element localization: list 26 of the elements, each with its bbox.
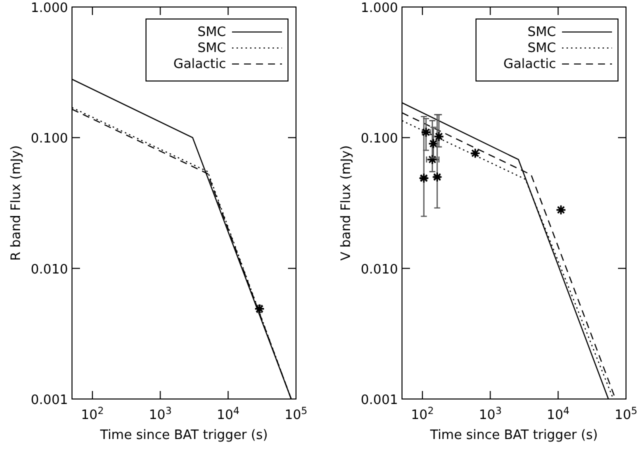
x-tick-label: 10$^{3}$: [478, 406, 502, 423]
x-tick-label: 10$^{4}$: [546, 406, 570, 423]
legend-label: SMC: [197, 41, 226, 56]
y-tick-label: 1.000: [30, 1, 68, 16]
y-tick-label: 0.100: [360, 132, 398, 147]
y-axis-title: V band Flux (mJy): [339, 145, 354, 261]
x-tick-label: 10$^{5}$: [284, 406, 308, 423]
legend-label: SMC: [197, 25, 226, 40]
y-tick-label: 1.000: [360, 1, 398, 16]
legend-label: SMC: [527, 41, 556, 56]
x-tick-label: 10$^{2}$: [81, 406, 104, 423]
y-tick-label: 0.001: [30, 393, 68, 408]
y-tick-label: 0.001: [360, 393, 398, 408]
x-tick-label: 10$^{2}$: [411, 406, 434, 423]
y-tick-label: 0.010: [30, 262, 68, 278]
legend-label: Galactic: [173, 57, 226, 72]
y-tick-label: 0.010: [360, 262, 398, 278]
y-tick-label: 0.100: [30, 132, 68, 147]
x-axis-title: Time since BAT trigger (s): [429, 428, 598, 443]
x-tick-label: 10$^{5}$: [614, 406, 638, 423]
x-axis-title: Time since BAT trigger (s): [99, 428, 268, 443]
x-tick-label: 10$^{4}$: [216, 406, 240, 423]
legend-label: Galactic: [503, 57, 556, 72]
legend-label: SMC: [527, 25, 556, 40]
x-tick-label: 10$^{3}$: [148, 406, 172, 423]
y-axis-title: R band Flux (mJy): [9, 145, 24, 261]
